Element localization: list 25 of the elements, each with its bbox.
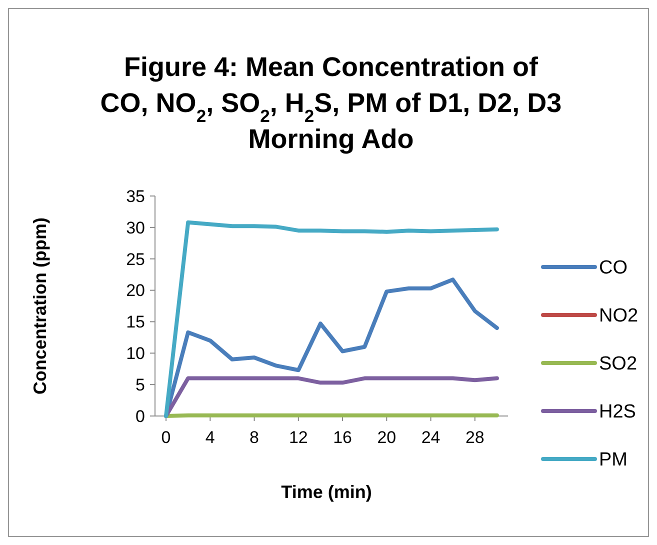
x-tick-label: 8 — [250, 428, 260, 447]
x-tick-label: 0 — [161, 428, 171, 447]
legend-label: CO — [599, 258, 628, 279]
legend-label: PM — [599, 450, 628, 471]
x-tick-label: 28 — [465, 428, 484, 447]
legend-label: NO2 — [599, 306, 638, 327]
y-tick-label: 5 — [136, 376, 145, 395]
y-tick-label: 15 — [126, 312, 145, 332]
y-tick-label: 30 — [126, 218, 145, 238]
x-tick-label: 4 — [205, 428, 215, 447]
legend-label: H2S — [599, 402, 636, 423]
y-tick-label: 20 — [126, 281, 145, 300]
x-axis-title: Time (min) — [281, 482, 372, 502]
y-tick-label: 0 — [136, 406, 145, 426]
y-tick-label: 10 — [126, 344, 145, 364]
y-axis-title: Concentration (ppm) — [30, 218, 50, 394]
x-tick-label: 20 — [377, 428, 396, 447]
x-tick-label: 16 — [333, 428, 352, 447]
x-tick-label: 12 — [288, 428, 308, 447]
line-series — [164, 220, 499, 418]
y-tick-label: 25 — [126, 250, 145, 269]
chart-title: Figure 4: Mean Concentration of CO, NO$_{2}$, SO$_{2}$, H$_{2}$S, PM of D1, D2, D3 Morning Ado — [100, 52, 562, 154]
y-tick-label: 35 — [126, 186, 145, 206]
legend-label: SO2 — [599, 354, 638, 375]
x-tick-label: 24 — [421, 428, 440, 447]
